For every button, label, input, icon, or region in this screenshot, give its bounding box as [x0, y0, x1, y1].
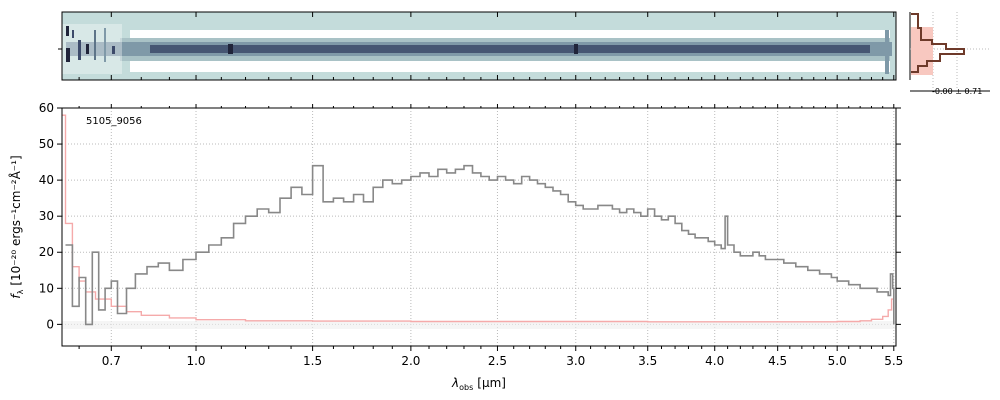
x-tick-label: 5.5 [884, 354, 903, 368]
x-tick-label: 4.0 [705, 354, 724, 368]
y-tick-label: 0 [46, 317, 54, 331]
spectrum-1d-series [62, 114, 895, 326]
y-axis-label: fλ [10⁻²⁰ ergs⁻¹cm⁻²Å⁻¹] [8, 155, 25, 298]
x-axis-label: λobs [μm] [451, 376, 506, 392]
y-tick-label: 10 [39, 281, 54, 295]
series-error [62, 114, 895, 323]
spectrum-2d-faint-upper [120, 38, 890, 44]
x-tick-label: 5.0 [828, 354, 847, 368]
y-axis-label-main: f [9, 293, 23, 299]
spectrum-label: 5105_9056 [86, 116, 142, 127]
y-axis-label-sub: λ [16, 289, 25, 294]
spectrum-1d-frame [61, 107, 897, 347]
spectrum-2d-ticks [58, 12, 895, 80]
x-tick-label: 2.5 [488, 354, 507, 368]
y-axis-label-unit: [10⁻²⁰ ergs⁻¹cm⁻²Å⁻¹] [8, 155, 23, 285]
x-tick-label: 2.0 [401, 354, 420, 368]
y-tick-label: 30 [39, 209, 54, 223]
x-tick-label: 3.5 [638, 354, 657, 368]
y-tick-label: 40 [39, 173, 54, 187]
series-flux [65, 164, 895, 326]
x-tick-label: 3.0 [566, 354, 585, 368]
spectrum-1d-grid [62, 107, 896, 346]
x-tick-label: 4.5 [768, 354, 787, 368]
y-tick-label: 50 [39, 137, 54, 151]
spectrum-1d-xticks: 0.7 1.0 1.5 2.0 2.5 3.0 3.5 4.0 4.5 5.0 5.5 [78, 104, 903, 368]
spectrum-2d-faint-lower [120, 55, 890, 61]
y-tick-label: 60 [39, 101, 54, 115]
y-tick-label: 20 [39, 245, 54, 259]
x-tick-label: 0.7 [102, 354, 121, 368]
x-axis-label-unit: [μm] [477, 376, 506, 390]
profile-panel: -0.00 ± 0.71 [909, 12, 990, 96]
spectrum-1d-yticks: 0 10 20 30 40 50 60 [39, 101, 901, 331]
spectrum-1d-zero-band [62, 321, 896, 329]
spectrum-1d-panel: 0.7 1.0 1.5 2.0 2.5 3.0 3.5 4.0 4.5 5.0 5.5 0 10 20 3… [8, 101, 903, 392]
x-axis-label-sub: obs [459, 383, 473, 392]
spectrum-2d-panel [58, 11, 897, 81]
spectrum-2d-frame [61, 11, 897, 81]
profile-line [911, 13, 965, 73]
profile-annotation: -0.00 ± 0.71 [932, 87, 982, 96]
spectrum-2d-band-lower [130, 60, 890, 72]
spectrum-2d-trace-core [150, 45, 870, 53]
x-tick-label: 1.0 [186, 354, 205, 368]
x-axis-label-main: λ [451, 376, 459, 390]
x-tick-label: 1.5 [303, 354, 322, 368]
spectrum-2d-band-upper [130, 30, 890, 40]
spectrum-2d-noise-marks [66, 26, 889, 74]
